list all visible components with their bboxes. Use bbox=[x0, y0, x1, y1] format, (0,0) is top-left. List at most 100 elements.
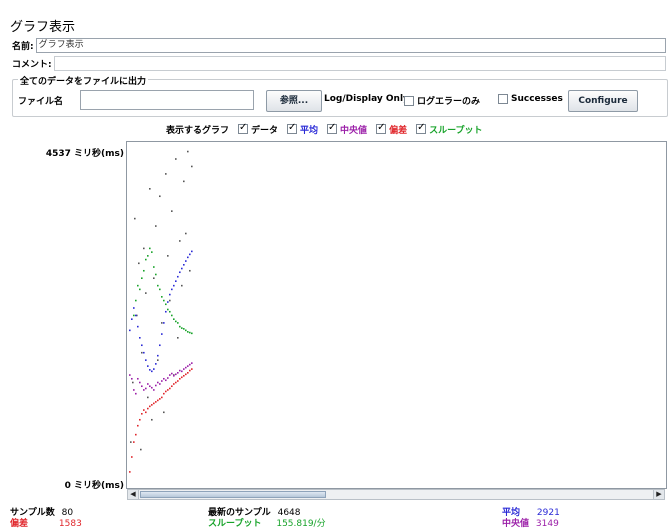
median-point bbox=[143, 389, 145, 391]
median-point bbox=[177, 372, 179, 374]
average-stat-value: 2921 bbox=[536, 508, 560, 518]
throughput-point bbox=[163, 299, 165, 302]
throughput-point bbox=[133, 314, 135, 317]
errors-only-label: ログエラーのみ bbox=[417, 97, 481, 107]
deviation-point bbox=[165, 390, 167, 393]
median-point bbox=[147, 383, 149, 385]
median-checkbox[interactable] bbox=[327, 122, 338, 134]
filename-row: ファイル名 bbox=[18, 90, 63, 110]
deviation-stat-label: 偏差 bbox=[10, 519, 29, 529]
graph-selection: 表示するグラフ データ 平均 中央値 偏差 スループット bbox=[166, 122, 483, 136]
graph-plot-svg bbox=[129, 150, 193, 473]
scroll-right-icon[interactable]: ▶ bbox=[653, 490, 664, 499]
configure-button[interactable]: Configure bbox=[568, 90, 638, 112]
data-checkbox[interactable] bbox=[238, 122, 249, 134]
browse-button[interactable]: 参照... bbox=[266, 90, 322, 112]
throughput-point bbox=[183, 328, 185, 330]
graph-option-median[interactable]: 中央値 bbox=[327, 122, 367, 136]
data-point bbox=[165, 173, 167, 175]
name-input[interactable]: グラフ表示 bbox=[35, 38, 666, 53]
median-stat-value: 3149 bbox=[535, 519, 559, 529]
data-point bbox=[140, 448, 142, 451]
median-point bbox=[191, 362, 193, 364]
throughput-point bbox=[185, 329, 187, 332]
average-point bbox=[185, 260, 187, 262]
median-point bbox=[133, 389, 135, 391]
deviation-point bbox=[159, 398, 161, 400]
median-point bbox=[135, 392, 137, 395]
deviation-point bbox=[137, 424, 139, 427]
average-stat: 平均 2921 bbox=[502, 505, 560, 518]
average-point bbox=[155, 363, 157, 365]
median-point bbox=[165, 379, 167, 382]
average-point bbox=[143, 351, 145, 354]
filename-input[interactable] bbox=[80, 90, 254, 110]
data-point bbox=[181, 284, 183, 287]
successes-checkbox[interactable] bbox=[498, 94, 508, 104]
data-point bbox=[153, 277, 155, 280]
data-point bbox=[167, 255, 169, 257]
median-point bbox=[189, 363, 191, 366]
deviation-point bbox=[173, 383, 175, 385]
data-point bbox=[157, 359, 159, 361]
graph-option-throughput[interactable]: スループット bbox=[416, 122, 483, 136]
file-output-title: 全てのデータをファイルに出力 bbox=[18, 74, 149, 87]
data-point bbox=[189, 269, 191, 272]
graph-option-data[interactable]: データ bbox=[238, 122, 279, 136]
average-point bbox=[171, 288, 173, 291]
successes-option[interactable]: Successes bbox=[498, 94, 563, 104]
deviation-point bbox=[157, 399, 159, 402]
throughput-stat-label: スループット bbox=[208, 519, 262, 529]
deviation-point bbox=[183, 374, 185, 377]
throughput-point bbox=[135, 299, 137, 302]
deviation-point bbox=[155, 401, 157, 403]
throughput-point bbox=[171, 314, 173, 317]
file-output-group bbox=[12, 79, 668, 117]
data-point bbox=[147, 396, 149, 399]
graph-option-deviation[interactable]: 偏差 bbox=[376, 122, 407, 136]
data-point bbox=[132, 381, 134, 384]
plot-horizontal-scrollbar[interactable]: ◀ ▶ bbox=[127, 489, 665, 500]
deviation-point bbox=[161, 396, 163, 399]
deviation-checkbox[interactable] bbox=[376, 122, 387, 134]
average-point bbox=[157, 354, 159, 357]
comment-input[interactable] bbox=[53, 56, 666, 71]
data-point bbox=[185, 232, 187, 235]
log-display-label: Log/Display Only: bbox=[324, 94, 413, 104]
average-point bbox=[173, 284, 175, 287]
data-point bbox=[143, 247, 145, 250]
throughput-label: スループット bbox=[429, 125, 483, 136]
comment-label: コメント: bbox=[12, 60, 52, 70]
median-point bbox=[161, 380, 163, 382]
deviation-point bbox=[153, 402, 155, 405]
errors-only-checkbox[interactable] bbox=[404, 95, 414, 106]
throughput-checkbox[interactable] bbox=[416, 122, 427, 134]
median-stat: 中央値 3149 bbox=[502, 516, 559, 529]
data-point bbox=[175, 158, 177, 160]
deviation-point bbox=[141, 412, 143, 415]
scroll-left-icon[interactable]: ◀ bbox=[128, 490, 139, 499]
deviation-point bbox=[175, 381, 177, 384]
median-point bbox=[157, 381, 159, 384]
graph-option-average[interactable]: 平均 bbox=[287, 122, 318, 136]
average-point bbox=[133, 307, 135, 309]
data-point bbox=[141, 351, 143, 354]
median-point bbox=[171, 372, 173, 375]
throughput-point bbox=[189, 331, 191, 334]
average-checkbox[interactable] bbox=[287, 122, 298, 134]
deviation-point bbox=[139, 418, 141, 421]
data-point bbox=[151, 418, 153, 421]
data-label: データ bbox=[251, 125, 279, 136]
errors-only-option[interactable]: ログエラーのみ bbox=[404, 94, 480, 107]
scroll-thumb[interactable] bbox=[140, 491, 326, 498]
latest-sample-value: 4648 bbox=[277, 508, 301, 518]
name-label: 名前: bbox=[12, 42, 34, 52]
median-point bbox=[159, 383, 161, 385]
deviation-point bbox=[167, 389, 169, 391]
data-point bbox=[130, 441, 132, 443]
deviation-point bbox=[185, 373, 187, 376]
data-point bbox=[177, 337, 179, 339]
throughput-point bbox=[175, 320, 177, 323]
deviation-point bbox=[169, 387, 171, 390]
throughput-stat-value: 155.819/分 bbox=[276, 519, 326, 529]
